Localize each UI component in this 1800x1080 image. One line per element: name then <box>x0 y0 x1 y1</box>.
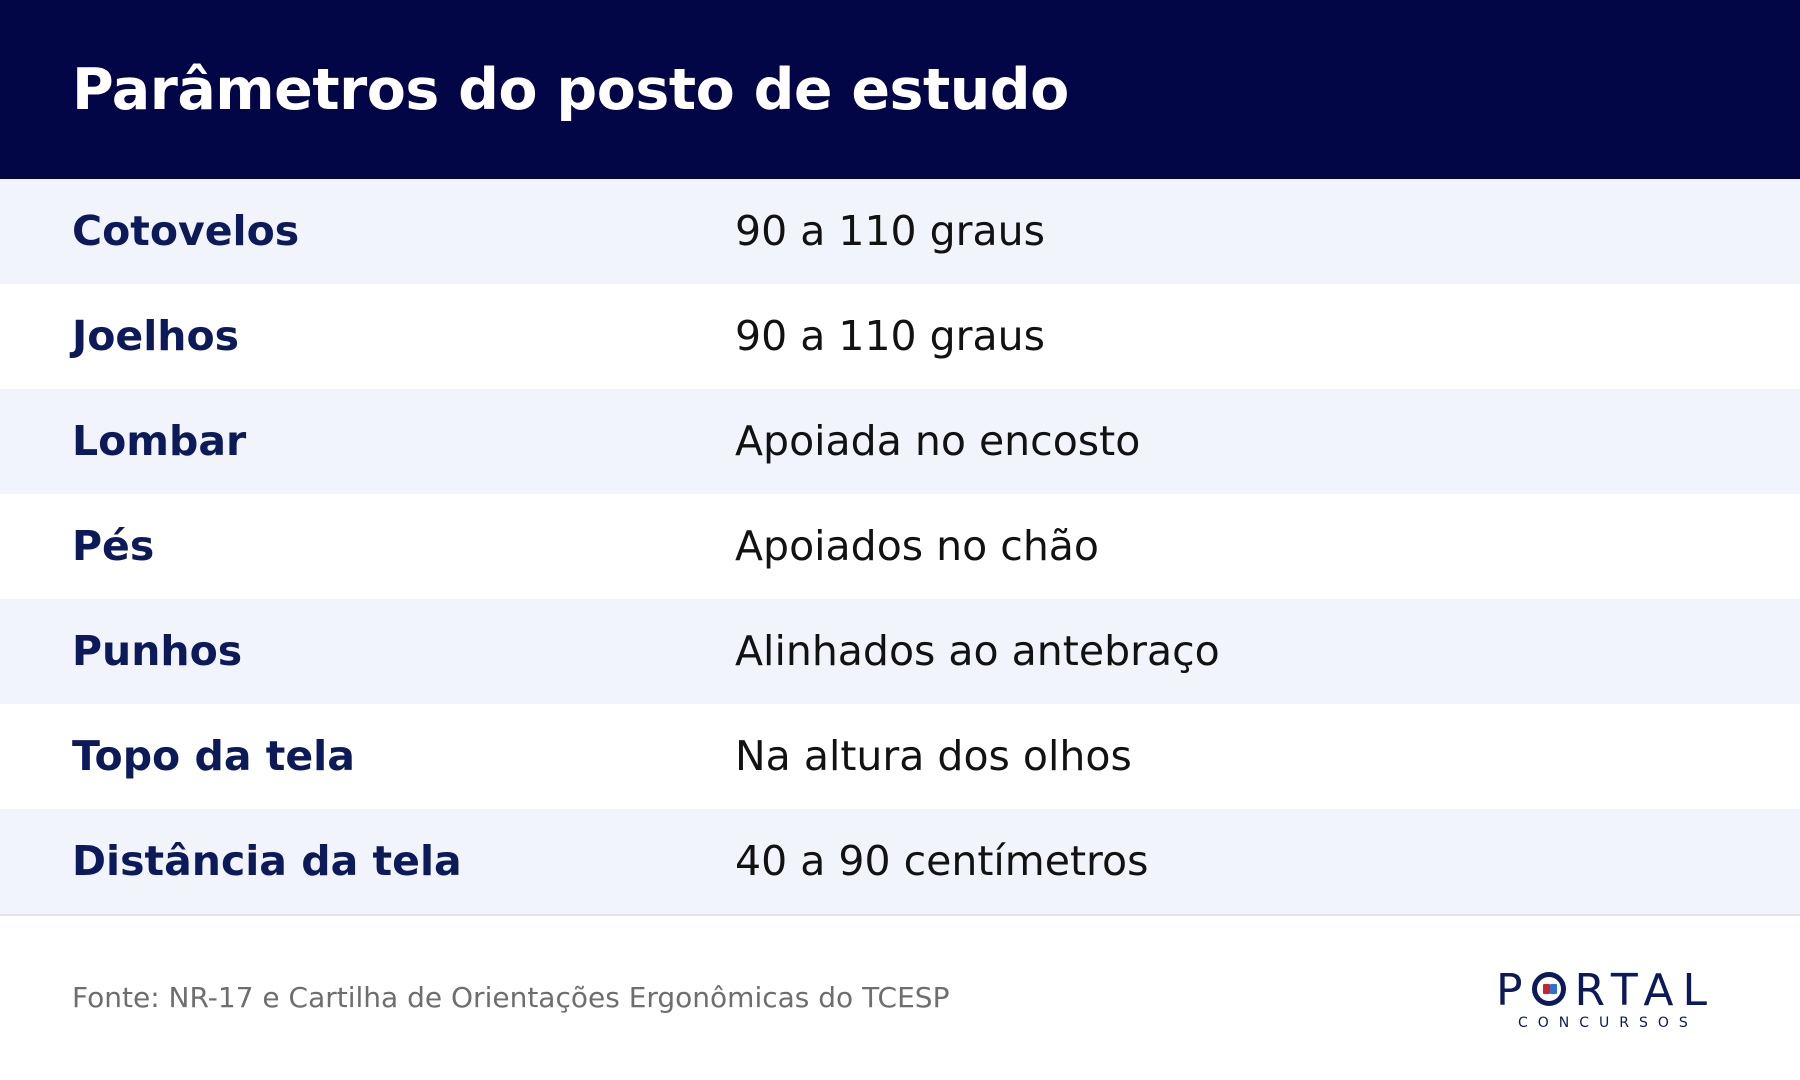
table-row: Pés Apoiados no chão <box>0 494 1800 599</box>
row-label: Pés <box>72 522 155 570</box>
logo-letters-rtal: RTAL <box>1574 965 1716 1016</box>
table-row: Lombar Apoiada no encosto <box>0 389 1800 494</box>
row-label: Cotovelos <box>72 207 300 255</box>
header-banner: Parâmetros do posto de estudo <box>0 0 1800 179</box>
parameters-table: Cotovelos 90 a 110 graus Joelhos 90 a 11… <box>0 179 1800 914</box>
row-label: Topo da tela <box>72 732 355 780</box>
page-title: Parâmetros do posto de estudo <box>72 57 1069 123</box>
table-row: Punhos Alinhados ao antebraço <box>0 599 1800 704</box>
row-label: Punhos <box>72 627 243 675</box>
row-value: Na altura dos olhos <box>735 732 1132 780</box>
source-note: Fonte: NR-17 e Cartilha de Orientações E… <box>72 981 950 1014</box>
table-row: Topo da tela Na altura dos olhos <box>0 704 1800 809</box>
table-row: Distância da tela 40 a 90 centímetros <box>0 809 1800 914</box>
row-value: 40 a 90 centímetros <box>735 837 1149 885</box>
row-value: Apoiados no chão <box>735 522 1100 570</box>
table-row: Joelhos 90 a 110 graus <box>0 284 1800 389</box>
footer-divider <box>0 914 1800 916</box>
portal-concursos-logo: P RTAL CONCURSOS <box>1496 965 1730 1031</box>
row-value: 90 a 110 graus <box>735 312 1046 360</box>
logo-wordmark: P RTAL <box>1496 965 1716 1017</box>
row-label: Joelhos <box>72 312 240 360</box>
table-row: Cotovelos 90 a 110 graus <box>0 179 1800 284</box>
row-value: Alinhados ao antebraço <box>735 627 1220 675</box>
logo-subtitle: CONCURSOS <box>1518 1015 1698 1031</box>
row-label: Distância da tela <box>72 837 462 885</box>
row-value: Apoiada no encosto <box>735 417 1141 465</box>
logo-book-icon <box>1531 972 1566 1006</box>
logo-letter-p: P <box>1496 965 1532 1016</box>
row-label: Lombar <box>72 417 247 465</box>
row-value: 90 a 110 graus <box>735 207 1046 255</box>
